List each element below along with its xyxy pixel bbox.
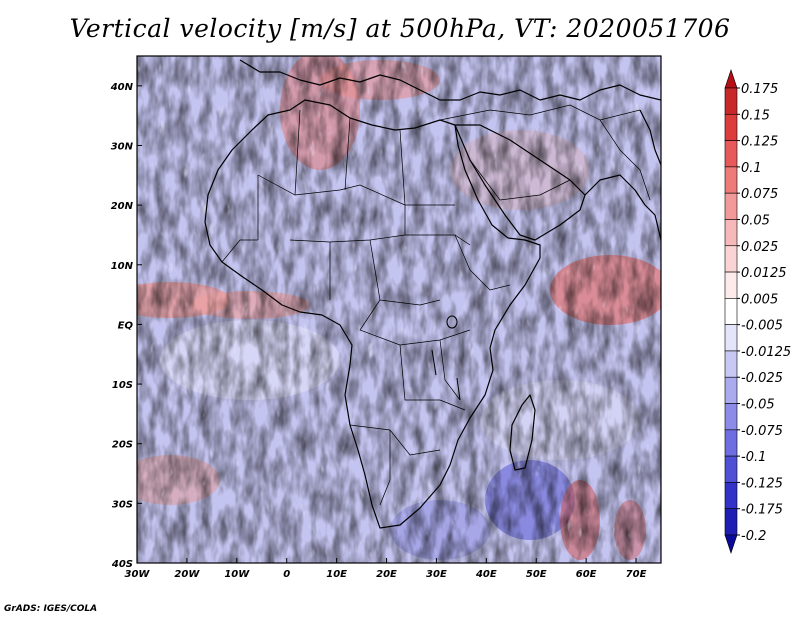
vertical-velocity-field — [137, 56, 661, 563]
colorbar-swatch — [724, 324, 738, 352]
y-tick-label: 30S — [112, 499, 133, 510]
x-tick-label: 40E — [475, 569, 497, 580]
colorbar-label: 0.005 — [741, 292, 778, 307]
credit-text: GrADS: IGES/COLA — [4, 604, 98, 614]
colorbar-swatch — [724, 140, 738, 168]
x-tick-label: 60E — [576, 569, 597, 580]
colorbar-label: -0.075 — [741, 424, 783, 439]
colorbar-label: -0.1 — [741, 450, 766, 465]
colorbar-label: 0.0125 — [741, 266, 787, 281]
colorbar-swatch — [724, 455, 738, 483]
y-tick-label: 10N — [111, 261, 134, 272]
colorbar-swatch — [724, 192, 738, 220]
colorbar-label: -0.025 — [741, 371, 783, 386]
x-tick-label: 10E — [326, 569, 347, 580]
colorbar-label: 0.05 — [741, 213, 770, 228]
colorbar-swatch — [724, 219, 738, 247]
colorbar-top-arrow — [724, 69, 738, 89]
y-tick-label: 40S — [111, 559, 133, 570]
y-tick-label: 20N — [111, 201, 134, 212]
colorbar-swatch — [724, 482, 738, 510]
colorbar-label: 0.025 — [741, 240, 778, 255]
colorbar-label: -0.0125 — [741, 345, 791, 360]
x-tick-label: 10W — [224, 569, 250, 580]
colorbar-label: -0.125 — [741, 476, 783, 491]
colorbar-swatch — [724, 350, 738, 378]
colorbar-swatch — [724, 403, 738, 431]
colorbar-swatch — [724, 113, 738, 141]
colorbar-swatch — [724, 298, 738, 325]
country-borders — [221, 104, 651, 506]
colorbar-label: -0.2 — [741, 529, 766, 544]
colorbar-swatch — [724, 271, 738, 299]
colorbar-label: 0.1 — [741, 161, 762, 176]
colorbar-swatch — [724, 166, 738, 194]
colorbar-swatch — [724, 376, 738, 404]
colorbar-label: -0.005 — [741, 319, 783, 334]
colorbar-label: 0.075 — [741, 187, 778, 202]
plot-frame — [136, 55, 662, 564]
y-tick-label: 10S — [112, 380, 133, 391]
coastlines — [204, 59, 661, 529]
x-tick-label: 30E — [426, 569, 447, 580]
y-tick-label: 40N — [110, 82, 134, 93]
map-axes: 30W 20W 10W 0 10E 20E 30E 40E 50E 60E 70E 40S 30S 20S… — [110, 82, 647, 580]
colorbar-label: 0.125 — [741, 135, 778, 150]
colorbar-swatch — [724, 87, 738, 115]
x-tick-label: 50E — [526, 569, 547, 580]
map-title: Vertical velocity [m/s] at 500hPa, VT: 2… — [69, 14, 731, 43]
x-tick-label: 30W — [125, 569, 151, 580]
x-tick-label: 20W — [174, 569, 200, 580]
colorbar-swatch — [724, 429, 738, 457]
x-tick-label: 20E — [376, 569, 397, 580]
colorbar-label: 0.15 — [741, 108, 770, 123]
colorbar-label: -0.175 — [741, 503, 783, 518]
y-tick-label: 20S — [112, 440, 133, 451]
y-tick-label: EQ — [118, 320, 134, 331]
x-tick-label: 70E — [626, 569, 647, 580]
colorbar-label: 0.175 — [741, 82, 778, 97]
colorbar-swatch — [724, 245, 738, 273]
colorbar-swatch — [724, 508, 738, 536]
lakes — [431, 315, 461, 401]
x-tick-label: 0 — [283, 569, 290, 580]
colorbar-bottom-arrow — [724, 534, 738, 554]
colorbar-label: -0.05 — [741, 398, 775, 413]
y-tick-label: 30N — [111, 141, 134, 152]
